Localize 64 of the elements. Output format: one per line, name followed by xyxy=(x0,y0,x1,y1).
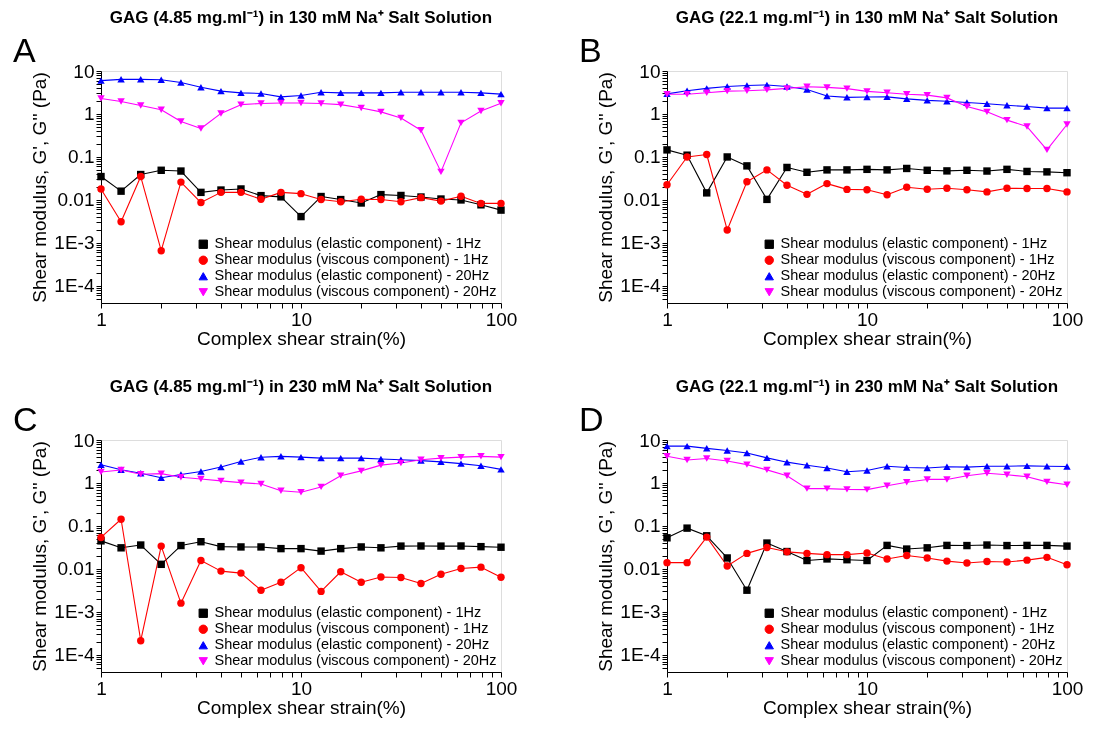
text: A xyxy=(13,31,36,69)
chart-title: GAG (4.85 mg.ml⁻¹) in 230 mM Na⁺ Salt Solution xyxy=(109,377,493,396)
y-tick-label: 1E-3 xyxy=(54,601,95,623)
x-tick-label: 100 xyxy=(1051,308,1084,330)
x-tick-label: 100 xyxy=(485,308,518,330)
legend-label: Shear modulus (elastic component) - 1Hz xyxy=(214,604,482,621)
x-tick-label: 10 xyxy=(856,308,879,330)
legend-label: Shear modulus (viscous component) - 1Hz xyxy=(214,620,489,637)
x-tick-label: 10 xyxy=(290,677,313,699)
x-tick-label: 100 xyxy=(1051,677,1084,699)
y-tick-label: 0.01 xyxy=(623,558,661,580)
y-tick-label: 0.1 xyxy=(68,146,95,168)
y-tick-label: 10 xyxy=(639,429,661,451)
legend-label: Shear modulus (elastic component) - 20Hz xyxy=(780,636,1056,653)
y-tick-label: 1E-4 xyxy=(54,644,95,666)
legend-label: Shear modulus (viscous component) - 20Hz xyxy=(780,283,1063,300)
x-tick-label: 10 xyxy=(856,677,879,699)
y-tick-label: 10 xyxy=(639,60,661,82)
legend-label: Shear modulus (viscous component) - 20Hz xyxy=(214,283,497,300)
text: B xyxy=(579,31,602,69)
x-axis-title: Complex shear strain(%) xyxy=(762,696,973,718)
y-axis-title: Shear modulus, G', G'' (Pa) xyxy=(29,441,51,672)
y-tick-label: 1E-4 xyxy=(620,275,661,297)
legend-label: Shear modulus (viscous component) - 20Hz xyxy=(214,652,497,669)
y-tick-label: 1 xyxy=(649,103,661,125)
y-axis-title: Shear modulus, G', G'' (Pa) xyxy=(595,72,617,303)
x-tick-label: 100 xyxy=(485,677,518,699)
legend-label: Shear modulus (elastic component) - 1Hz xyxy=(214,235,482,252)
text: D xyxy=(579,400,604,438)
y-tick-label: 0.01 xyxy=(57,189,95,211)
legend-label: Shear modulus (elastic component) - 1Hz xyxy=(780,604,1048,621)
y-tick-label: 1E-4 xyxy=(54,275,95,297)
y-tick-label: 1E-4 xyxy=(620,644,661,666)
x-axis-title: Complex shear strain(%) xyxy=(762,327,973,349)
text: C xyxy=(13,400,38,438)
y-tick-label: 0.01 xyxy=(623,189,661,211)
x-tick-label: 10 xyxy=(290,308,313,330)
legend-label: Shear modulus (elastic component) - 20Hz xyxy=(214,636,490,653)
y-tick-label: 1 xyxy=(649,472,661,494)
y-axis-title: Shear modulus, G', G'' (Pa) xyxy=(29,72,51,303)
legend-label: Shear modulus (viscous component) - 1Hz xyxy=(780,620,1055,637)
y-tick-label: 0.1 xyxy=(634,146,661,168)
y-tick-label: 1E-3 xyxy=(54,232,95,254)
y-tick-label: 1E-3 xyxy=(620,232,661,254)
legend-label: Shear modulus (viscous component) - 1Hz xyxy=(214,251,489,268)
y-tick-label: 1E-3 xyxy=(620,601,661,623)
y-tick-label: 10 xyxy=(73,60,95,82)
chart-title: GAG (4.85 mg.ml⁻¹) in 130 mM Na⁺ Salt Solution xyxy=(109,8,493,27)
chart-title: GAG (22.1 mg.ml⁻¹) in 230 mM Na⁺ Salt Solution xyxy=(675,377,1059,396)
y-tick-label: 10 xyxy=(73,429,95,451)
y-tick-label: 0.1 xyxy=(634,515,661,537)
x-axis-title: Complex shear strain(%) xyxy=(196,696,407,718)
y-axis-title: Shear modulus, G', G'' (Pa) xyxy=(595,441,617,672)
chart-title: GAG (22.1 mg.ml⁻¹) in 130 mM Na⁺ Salt Solution xyxy=(675,8,1059,27)
legend-label: Shear modulus (elastic component) - 20Hz xyxy=(214,267,490,284)
x-axis-title: Complex shear strain(%) xyxy=(196,327,407,349)
y-tick-label: 0.1 xyxy=(68,515,95,537)
legend-label: Shear modulus (elastic component) - 1Hz xyxy=(780,235,1048,252)
y-tick-label: 1 xyxy=(83,103,95,125)
y-tick-label: 1 xyxy=(83,472,95,494)
y-tick-label: 0.01 xyxy=(57,558,95,580)
legend-label: Shear modulus (elastic component) - 20Hz xyxy=(780,267,1056,284)
legend-label: Shear modulus (viscous component) - 1Hz xyxy=(780,251,1055,268)
legend-label: Shear modulus (viscous component) - 20Hz xyxy=(780,652,1063,669)
